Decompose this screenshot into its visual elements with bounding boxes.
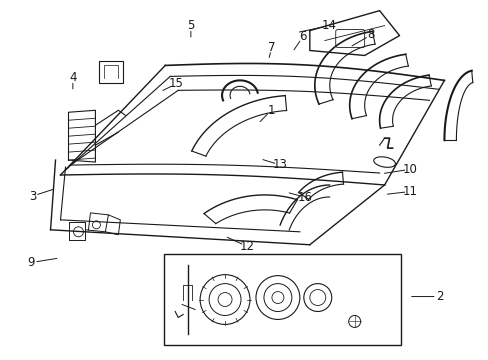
Text: 4: 4 [69, 71, 77, 84]
Text: 1: 1 [267, 104, 275, 117]
FancyBboxPatch shape [99, 62, 123, 84]
Text: 9: 9 [28, 256, 35, 269]
Text: 8: 8 [367, 28, 374, 41]
Text: 14: 14 [321, 19, 336, 32]
Text: 7: 7 [267, 41, 275, 54]
FancyBboxPatch shape [164, 254, 400, 345]
Text: 15: 15 [168, 77, 183, 90]
Text: 16: 16 [297, 191, 312, 204]
Text: 13: 13 [272, 158, 287, 171]
Ellipse shape [373, 157, 395, 167]
Text: 12: 12 [239, 240, 254, 253]
Text: 6: 6 [299, 30, 306, 43]
FancyBboxPatch shape [335, 30, 364, 48]
Text: 10: 10 [402, 163, 417, 176]
Text: 11: 11 [402, 185, 417, 198]
Text: 5: 5 [187, 19, 194, 32]
Text: 2: 2 [435, 290, 443, 303]
Text: 3: 3 [29, 190, 36, 203]
